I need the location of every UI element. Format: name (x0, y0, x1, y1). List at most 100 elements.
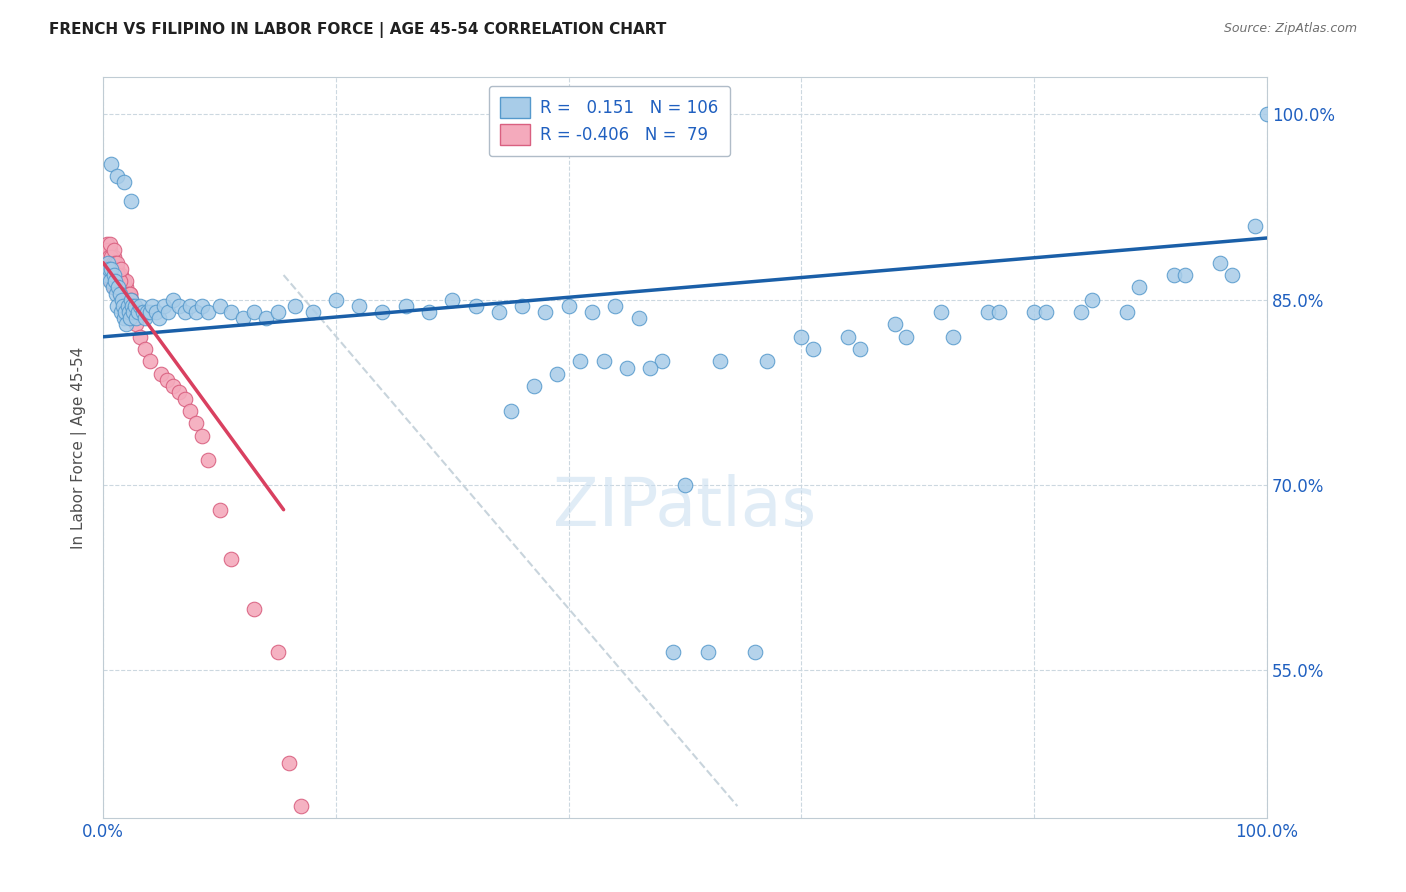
Point (122, 305, 145, 319)
Point (111, 280, 134, 294)
Point (267, 305, 290, 319)
Point (627, 311, 650, 326)
Point (145, 305, 167, 319)
Point (101, 261, 124, 276)
Point (117, 286, 139, 301)
Point (111, 286, 134, 301)
Point (118, 305, 141, 319)
Point (98, 256, 121, 270)
Point (1174, 268, 1197, 282)
Point (139, 354, 162, 368)
Point (173, 392, 195, 406)
Point (111, 286, 134, 301)
Point (111, 293, 134, 307)
Point (97, 244, 120, 258)
Point (557, 299, 579, 313)
Point (546, 367, 568, 381)
Point (112, 274, 135, 288)
Point (755, 354, 778, 368)
Point (97, 268, 120, 282)
Point (801, 342, 824, 356)
Point (883, 318, 905, 332)
Point (120, 293, 142, 307)
Point (105, 261, 128, 276)
Point (638, 360, 661, 375)
Point (186, 416, 208, 430)
Point (103, 250, 125, 264)
Point (120, 293, 142, 307)
Point (110, 261, 132, 276)
Point (523, 379, 546, 393)
Point (1116, 305, 1139, 319)
Point (101, 256, 124, 270)
Point (107, 274, 129, 288)
Point (100, 250, 122, 264)
Point (581, 305, 603, 319)
Point (125, 311, 148, 326)
Point (129, 299, 152, 313)
Point (167, 385, 190, 400)
Point (942, 330, 965, 344)
Point (105, 268, 128, 282)
Point (395, 299, 418, 313)
Text: Source: ZipAtlas.com: Source: ZipAtlas.com (1223, 22, 1357, 36)
Point (104, 256, 127, 270)
Point (141, 299, 163, 313)
Point (301, 305, 323, 319)
Point (114, 293, 136, 307)
Point (115, 274, 138, 288)
Point (744, 645, 766, 659)
Point (325, 293, 347, 307)
Point (103, 280, 125, 294)
Point (534, 305, 557, 319)
Point (110, 305, 132, 319)
Point (120, 293, 142, 307)
Point (100, 157, 122, 171)
Point (148, 311, 170, 326)
Point (98, 256, 121, 270)
Point (124, 299, 146, 313)
Point (254, 311, 277, 326)
Point (418, 305, 440, 319)
Point (108, 286, 131, 301)
Point (101, 261, 124, 276)
Point (121, 299, 143, 313)
Point (162, 293, 184, 307)
Point (197, 305, 219, 319)
Point (105, 286, 128, 301)
Point (697, 645, 720, 659)
Point (115, 318, 138, 332)
Point (118, 311, 141, 326)
Point (105, 256, 128, 270)
Legend: R =   0.151   N = 106, R = -0.406   N =  79: R = 0.151 N = 106, R = -0.406 N = 79 (489, 86, 730, 156)
Point (243, 601, 266, 615)
Point (97, 250, 120, 264)
Point (127, 305, 149, 319)
Point (107, 280, 129, 294)
Point (129, 330, 152, 344)
Text: FRENCH VS FILIPINO IN LABOR FORCE | AGE 45-54 CORRELATION CHART: FRENCH VS FILIPINO IN LABOR FORCE | AGE … (49, 22, 666, 38)
Point (191, 299, 214, 313)
Point (186, 305, 208, 319)
Point (499, 404, 522, 418)
Point (104, 274, 127, 288)
Point (112, 176, 135, 190)
Point (1256, 107, 1278, 121)
Point (96, 268, 118, 282)
Point (790, 330, 813, 344)
Point (118, 293, 141, 307)
Point (1128, 280, 1150, 294)
Point (97, 256, 120, 270)
Point (219, 305, 242, 319)
Point (112, 280, 135, 294)
Point (267, 645, 290, 659)
Point (98, 237, 121, 252)
Point (191, 428, 214, 442)
Point (592, 354, 614, 368)
Point (278, 756, 301, 770)
Point (709, 354, 731, 368)
Point (105, 169, 128, 184)
Point (156, 373, 179, 387)
Point (569, 354, 592, 368)
Point (290, 799, 312, 814)
